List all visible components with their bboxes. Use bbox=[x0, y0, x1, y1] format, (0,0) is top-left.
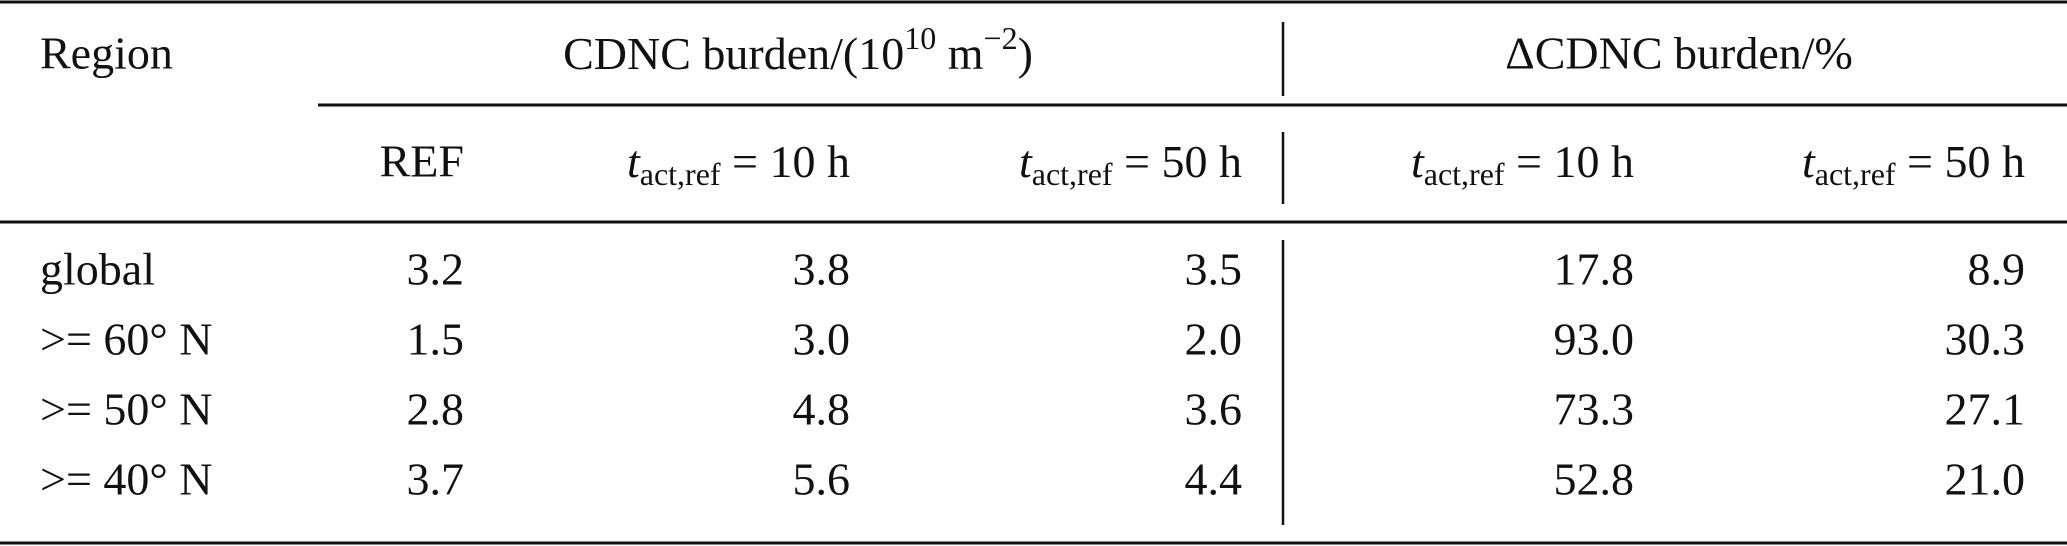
region-header: Region bbox=[40, 28, 173, 79]
subscript: act,ref bbox=[1815, 156, 1896, 192]
cell: 4.8 bbox=[793, 384, 851, 435]
subscript: act,ref bbox=[1032, 156, 1113, 192]
cell: 2.8 bbox=[407, 384, 465, 435]
cell: 3.6 bbox=[1185, 384, 1243, 435]
cell: 3.7 bbox=[407, 454, 465, 505]
subscript: act,ref bbox=[640, 156, 721, 192]
text: m bbox=[936, 28, 984, 79]
symbol: t bbox=[1019, 136, 1033, 187]
text: = 50 h bbox=[1113, 136, 1242, 187]
row-label: global bbox=[40, 244, 155, 295]
text: = 10 h bbox=[721, 136, 850, 187]
subscript: act,ref bbox=[1424, 156, 1505, 192]
text: ) bbox=[1018, 28, 1033, 79]
cell: 93.0 bbox=[1554, 314, 1635, 365]
cell: 3.5 bbox=[1185, 244, 1243, 295]
symbol: t bbox=[627, 136, 641, 187]
cell: 4.4 bbox=[1185, 454, 1243, 505]
symbol: t bbox=[1802, 136, 1816, 187]
cell: 2.0 bbox=[1185, 314, 1243, 365]
superscript: 10 bbox=[904, 20, 936, 56]
text: = 10 h bbox=[1505, 136, 1634, 187]
column-header: REF bbox=[380, 136, 464, 187]
cell: 52.8 bbox=[1554, 454, 1635, 505]
row-label: >= 60° N bbox=[40, 314, 213, 365]
cell: 5.6 bbox=[793, 454, 851, 505]
column-header: tact,ref = 50 h bbox=[1802, 136, 2025, 193]
cell: 17.8 bbox=[1554, 244, 1635, 295]
cell: 1.5 bbox=[407, 314, 465, 365]
group-header: ΔCDNC burden/% bbox=[1505, 28, 1853, 79]
table-body: REF tact,ref = 10 h tact,ref = 50 h tact,re… bbox=[40, 136, 2025, 505]
column-header: tact,ref = 10 h bbox=[1411, 136, 1634, 193]
text: = 50 h bbox=[1896, 136, 2025, 187]
group-header: CDNC burden/(1010 m−2) bbox=[563, 20, 1033, 78]
symbol: t bbox=[1411, 136, 1425, 187]
superscript: −2 bbox=[984, 20, 1018, 56]
cell: 27.1 bbox=[1945, 384, 2026, 435]
row-label: >= 50° N bbox=[40, 384, 213, 435]
column-header: tact,ref = 50 h bbox=[1019, 136, 1242, 193]
cell: 3.8 bbox=[793, 244, 851, 295]
column-header: tact,ref = 10 h bbox=[627, 136, 850, 193]
row-label: >= 40° N bbox=[40, 454, 213, 505]
cell: 8.9 bbox=[1968, 244, 2026, 295]
cell: 3.0 bbox=[793, 314, 851, 365]
text: CDNC burden/(10 bbox=[563, 28, 904, 79]
cell: 3.2 bbox=[407, 244, 465, 295]
cell: 30.3 bbox=[1945, 314, 2026, 365]
cell: 21.0 bbox=[1945, 454, 2026, 505]
cell: 73.3 bbox=[1554, 384, 1635, 435]
